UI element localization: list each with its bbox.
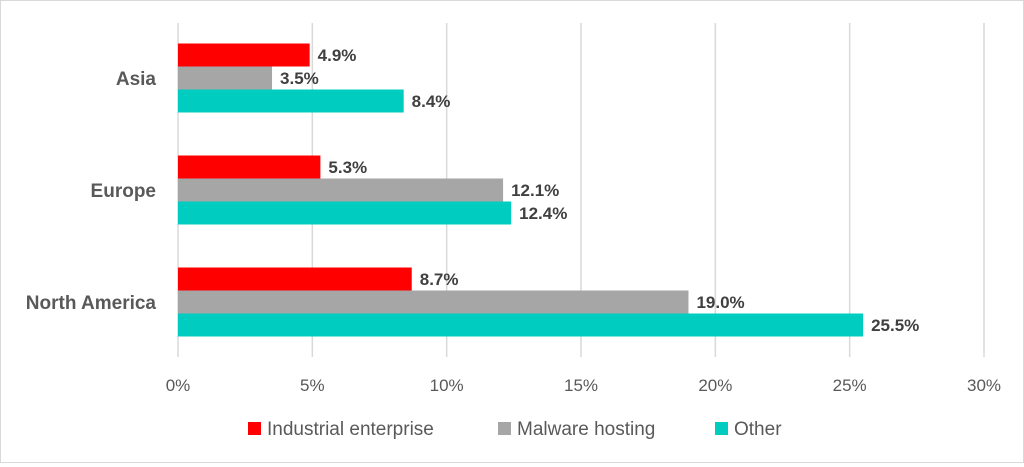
data-label: 12.4% xyxy=(519,204,567,223)
data-label: 12.1% xyxy=(511,181,559,200)
x-tick-label: 30% xyxy=(967,376,1001,395)
legend-label: Other xyxy=(734,419,782,440)
data-label: 19.0% xyxy=(696,293,744,312)
x-tick-label: 5% xyxy=(300,376,325,395)
bar-industrial-enterprise xyxy=(178,43,310,67)
bar-malware-hosting xyxy=(178,66,273,90)
legend-swatch xyxy=(248,422,261,435)
bar-industrial-enterprise xyxy=(178,155,321,179)
bar-malware-hosting xyxy=(178,290,689,314)
x-tick-label: 0% xyxy=(166,376,191,395)
data-label: 25.5% xyxy=(871,316,919,335)
legend-swatch xyxy=(498,422,511,435)
bar-other xyxy=(178,313,864,337)
bar-other xyxy=(178,89,404,113)
data-label: 8.4% xyxy=(412,92,451,111)
legend-label: Industrial enterprise xyxy=(267,419,434,440)
data-label: 8.7% xyxy=(420,270,459,289)
category-label: Europe xyxy=(91,181,156,202)
data-label: 3.5% xyxy=(280,69,319,88)
x-tick-label: 25% xyxy=(833,376,867,395)
data-label: 5.3% xyxy=(328,158,367,177)
x-tick-label: 10% xyxy=(430,376,464,395)
category-label: North America xyxy=(26,293,157,314)
data-label: 4.9% xyxy=(318,46,357,65)
x-tick-label: 15% xyxy=(564,376,598,395)
bar-other xyxy=(178,201,512,225)
category-label: Asia xyxy=(116,69,157,90)
bar-malware-hosting xyxy=(178,178,504,202)
x-tick-label: 20% xyxy=(698,376,732,395)
bar-industrial-enterprise xyxy=(178,267,412,291)
legend-swatch xyxy=(715,422,728,435)
legend-label: Malware hosting xyxy=(517,419,655,440)
